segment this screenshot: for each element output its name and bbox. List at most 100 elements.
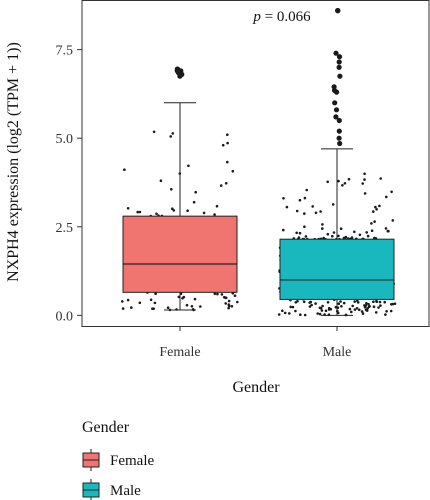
- jitter-point: [324, 309, 328, 313]
- jitter-point: [366, 234, 370, 238]
- jitter-point: [299, 313, 302, 317]
- jitter-point: [373, 220, 376, 223]
- y-tick-label: 2.5: [56, 221, 74, 236]
- jitter-point: [138, 210, 142, 214]
- jitter-point: [126, 207, 130, 210]
- jitter-point: [224, 296, 228, 300]
- jitter-point: [121, 300, 124, 303]
- jitter-point: [227, 303, 231, 306]
- jitter-point: [356, 299, 359, 303]
- jitter-point: [367, 302, 370, 306]
- jitter-point: [285, 205, 289, 209]
- jitter-point: [308, 301, 312, 304]
- jitter-point: [294, 301, 298, 304]
- jitter-point: [339, 227, 343, 230]
- jitter-point: [181, 297, 184, 300]
- jitter-point: [277, 313, 281, 316]
- jitter-point: [236, 300, 239, 304]
- jitter-point: [314, 211, 318, 215]
- jitter-point: [282, 197, 285, 200]
- jitter-point: [153, 301, 157, 305]
- jitter-point: [216, 292, 219, 296]
- jitter-point: [375, 208, 378, 211]
- p-symbol: p: [252, 9, 261, 25]
- outlier-point: [336, 128, 342, 134]
- jitter-point: [172, 209, 176, 212]
- jitter-point: [363, 192, 367, 195]
- jitter-point: [302, 300, 306, 304]
- jitter-point: [308, 305, 312, 308]
- jitter-point: [298, 231, 302, 235]
- jitter-point: [379, 177, 383, 180]
- jitter-point: [221, 143, 225, 147]
- jitter-point: [374, 311, 378, 314]
- jitter-point: [303, 313, 307, 317]
- jitter-point: [350, 310, 353, 314]
- outlier-point: [336, 135, 342, 141]
- legend-entry-female: Female: [82, 449, 154, 471]
- jitter-point: [341, 184, 344, 187]
- jitter-point: [213, 292, 217, 296]
- jitter-point: [351, 304, 355, 308]
- jitter-point: [393, 302, 397, 306]
- outlier-point: [179, 71, 185, 77]
- jitter-point: [190, 305, 194, 308]
- y-tick-label: 0.0: [56, 309, 74, 324]
- jitter-point: [374, 205, 377, 209]
- p-value-annotation: p = 0.066: [252, 9, 311, 25]
- jitter-point: [192, 200, 196, 204]
- boxes: [122, 8, 395, 316]
- jitter-point: [288, 312, 291, 315]
- jitter-point: [291, 305, 295, 309]
- jitter-point: [226, 160, 229, 164]
- x-axis-title: Gender: [232, 379, 280, 396]
- jitter-point: [170, 188, 173, 191]
- jitter-point: [169, 135, 172, 138]
- y-tick-label: 5.0: [56, 132, 74, 147]
- jitter-point: [319, 210, 322, 213]
- jitter-point: [297, 236, 301, 239]
- jitter-point: [171, 207, 174, 210]
- jitter-point: [331, 234, 334, 238]
- jitter-point: [136, 210, 139, 214]
- box-male: [279, 238, 395, 300]
- jitter-point: [304, 235, 308, 238]
- panel-border: [81, 0, 430, 327]
- jitter-point: [155, 212, 158, 216]
- jitter-point: [152, 130, 156, 134]
- jitter-point: [215, 204, 219, 208]
- jitter-point: [370, 229, 374, 232]
- jitter-point: [227, 299, 231, 303]
- legend-entry-male: Male: [82, 479, 141, 500]
- y-axis-title: NXPH4 expression (log2 (TPM + 1)): [5, 42, 22, 282]
- x-tick-label: Female: [159, 345, 200, 360]
- jitter-point: [337, 234, 340, 238]
- jitter-point: [289, 305, 293, 309]
- jitter-point: [233, 294, 237, 298]
- p-value-text: = 0.066: [261, 9, 311, 25]
- jitter-point: [358, 233, 362, 237]
- jitter-point: [372, 305, 376, 309]
- jitter-point: [130, 306, 133, 309]
- jitter-point: [321, 304, 324, 308]
- jitter-point: [316, 312, 320, 315]
- outlier-point: [332, 100, 338, 106]
- jitter-point: [370, 222, 373, 225]
- jitter-point: [321, 227, 324, 230]
- jitter-point: [326, 301, 330, 304]
- outlier-point: [336, 54, 343, 60]
- jitter-point: [343, 182, 347, 185]
- jitter-point: [213, 213, 216, 216]
- legend: Gender Female Male: [82, 419, 154, 500]
- jitter-point: [363, 172, 366, 176]
- outlier-point: [333, 107, 340, 113]
- jitter-point: [320, 309, 324, 312]
- jitter-point: [383, 300, 387, 304]
- legend-label: Male: [110, 483, 141, 499]
- outlier-point: [337, 73, 343, 79]
- jitter-point: [358, 308, 361, 312]
- jitter-point: [121, 307, 125, 310]
- jitter-point: [305, 188, 309, 192]
- jitter-point: [355, 307, 359, 310]
- jitter-point: [375, 299, 378, 303]
